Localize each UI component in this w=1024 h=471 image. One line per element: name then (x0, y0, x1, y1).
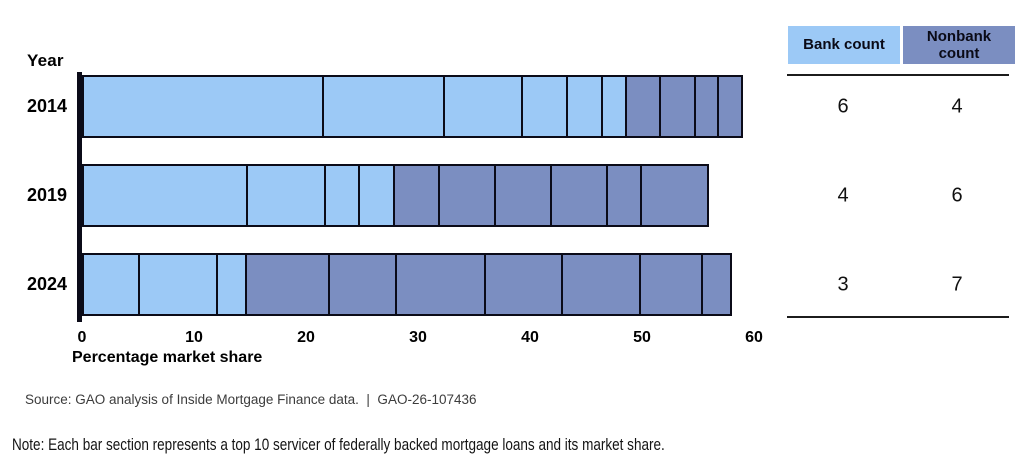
nonbank-segment (626, 77, 662, 136)
x-tick-0: 0 (77, 329, 87, 346)
bank-segment (602, 77, 627, 136)
bank-segment (84, 77, 325, 136)
bank-segment (217, 255, 247, 314)
year-label-2014: 2014 (27, 95, 68, 116)
x-tick-40: 40 (521, 329, 539, 346)
nonbank-segment (394, 166, 440, 225)
nonbank-segment (719, 77, 741, 136)
x-tick-20: 20 (297, 329, 315, 346)
x-tick-30: 30 (409, 329, 427, 346)
nonbank-segment (641, 255, 703, 314)
bank-segment (140, 255, 218, 314)
nonbank-segment (661, 77, 696, 136)
nonbank-count-2024: 7 (951, 273, 963, 295)
bank-count-2014: 6 (837, 95, 849, 117)
nonbank-segment (396, 255, 486, 314)
bank-segment (248, 166, 326, 225)
nonbank-segment (330, 255, 397, 314)
x-tick-60: 60 (745, 329, 763, 346)
y-axis-title: Year (27, 51, 64, 70)
bank-segment (84, 255, 141, 314)
nonbank-segment (439, 166, 496, 225)
count-table-bottom-rule (787, 316, 1009, 318)
source-text: Source: GAO analysis of Inside Mortgage … (25, 392, 477, 407)
bank-segment (360, 166, 395, 225)
bank-segment (84, 166, 249, 225)
nonbank-segment (695, 77, 720, 136)
bank-count-2019: 4 (837, 184, 849, 206)
nonbank-count-2019: 6 (951, 184, 963, 206)
nonbank-segment (607, 166, 643, 225)
stacked-bar-2024 (82, 253, 732, 316)
year-label-2019: 2019 (27, 184, 68, 205)
bank-segment (523, 77, 569, 136)
nonbank-segment (246, 255, 331, 314)
bank-segment (568, 77, 603, 136)
stacked-bar-2014 (82, 75, 743, 138)
nonbank-segment (563, 255, 642, 314)
nonbank-segment (551, 166, 608, 225)
legend-nonbank-count-header: Nonbank count (903, 26, 1015, 64)
bank-segment (324, 77, 446, 136)
nonbank-count-2014: 4 (951, 95, 963, 117)
note-text: Note: Each bar section represents a top … (12, 436, 665, 454)
y-axis-line (77, 72, 82, 322)
nonbank-segment (485, 255, 564, 314)
legend-bank-count-header: Bank count (788, 26, 900, 64)
bank-segment (325, 166, 361, 225)
x-tick-50: 50 (633, 329, 651, 346)
bank-count-2024: 3 (837, 273, 849, 295)
x-tick-10: 10 (185, 329, 203, 346)
nonbank-segment (642, 166, 708, 225)
stacked-bar-2019 (82, 164, 710, 227)
count-table-top-rule (787, 74, 1009, 76)
bank-segment (445, 77, 524, 136)
nonbank-segment (702, 255, 730, 314)
nonbank-segment (495, 166, 552, 225)
x-axis-title: Percentage market share (72, 349, 263, 366)
year-label-2024: 2024 (27, 273, 68, 294)
